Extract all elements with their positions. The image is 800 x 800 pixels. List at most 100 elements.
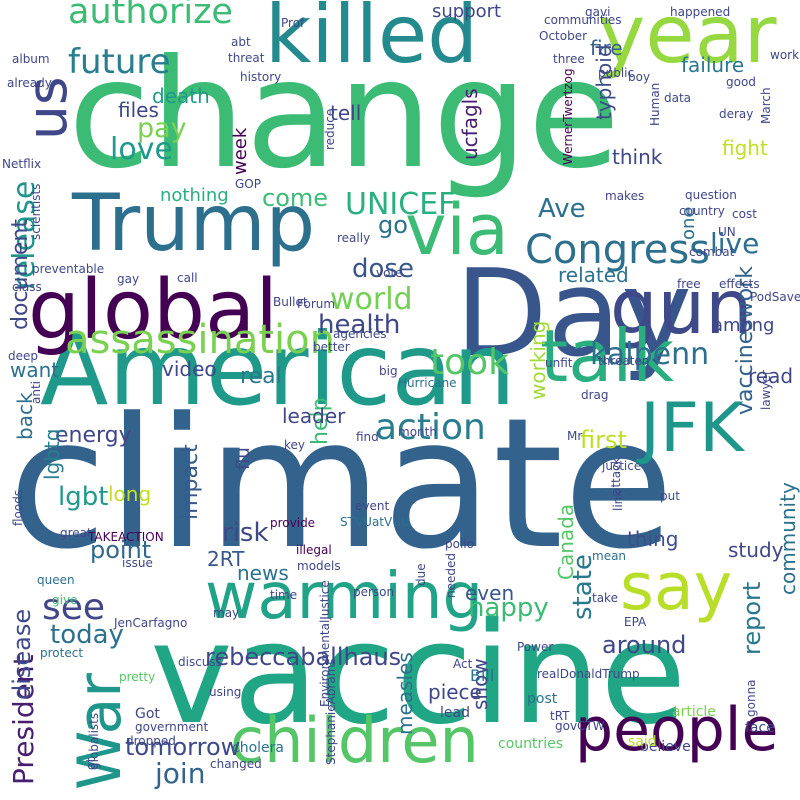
word-deep: deep xyxy=(8,349,38,363)
word-around: around xyxy=(602,631,687,659)
word-time: time xyxy=(270,588,298,602)
word-risk: risk xyxy=(222,518,269,548)
word-agencies: agencies xyxy=(333,327,387,341)
word-cholera: cholera xyxy=(232,740,284,756)
word-pretty: pretty xyxy=(119,670,156,684)
word-globalists: globalists xyxy=(87,712,101,770)
word-week: week xyxy=(230,127,251,175)
word-boy: boy xyxy=(628,70,651,84)
word-good: good xyxy=(726,75,756,89)
word-lgbtq: lgbtq xyxy=(40,428,64,480)
word-related: related xyxy=(558,263,629,287)
word-prof: Prof xyxy=(281,16,305,30)
word-better: better xyxy=(313,340,350,354)
word-2rt: 2RT xyxy=(207,547,245,571)
word-forum: Forum xyxy=(297,297,336,311)
word-question: question xyxy=(685,188,737,202)
word-talk: talk xyxy=(540,314,675,398)
word-future: future xyxy=(68,42,171,82)
word-action: action xyxy=(375,407,486,448)
word-effects: effects xyxy=(719,277,760,291)
word-warming: warming xyxy=(205,560,484,634)
word-think: think xyxy=(612,145,663,169)
word-threat: threat xyxy=(228,51,265,65)
word-via: via xyxy=(405,189,509,271)
word-assassination: assassination xyxy=(65,317,335,363)
word-due: due xyxy=(414,563,428,586)
word-polio: polio xyxy=(445,537,474,551)
word-first: first xyxy=(580,426,627,454)
word-vaccine: vaccine xyxy=(150,593,687,756)
word-needed: needed xyxy=(444,553,458,598)
word-makes: makes xyxy=(605,189,645,203)
word-killed: killed xyxy=(265,0,479,81)
word-news: news xyxy=(237,561,289,585)
word-free: free xyxy=(677,277,701,291)
word-go: go xyxy=(378,211,408,239)
word-big: big xyxy=(379,364,398,378)
word-rebeccaballhaus: rebeccaballhaus xyxy=(205,643,402,671)
word-leader: leader xyxy=(282,404,346,428)
word-lgbt: lgbt xyxy=(58,482,109,512)
word-reduce: reduce xyxy=(323,108,337,150)
word-join: join xyxy=(155,757,206,790)
word-combat: combat xyxy=(689,245,735,259)
word-climate: climate xyxy=(8,380,674,589)
word-public: public xyxy=(598,66,635,80)
word-today: today xyxy=(50,620,124,650)
word-history: history xyxy=(240,70,282,84)
word-energy: energy xyxy=(55,423,132,448)
word-gop: GOP xyxy=(235,177,261,191)
word-provide: provide xyxy=(270,516,316,530)
word-album: album xyxy=(12,52,50,66)
word-podsavetheppl: PodSaveThePpl xyxy=(750,290,800,304)
word-pay: pay xyxy=(137,113,187,144)
word-trt: tRT xyxy=(550,709,570,723)
word-death: death xyxy=(152,84,210,108)
word-video: video xyxy=(162,357,217,381)
word-month: month xyxy=(398,425,437,439)
word-floods: floods xyxy=(11,489,25,526)
word-disease: disease xyxy=(8,608,36,700)
word-deray: deray xyxy=(719,107,754,121)
word-said: said xyxy=(628,734,657,750)
word-may: may xyxy=(213,606,240,620)
word-fight: fight xyxy=(722,136,768,160)
word-person: person xyxy=(353,585,395,599)
word-mean: mean xyxy=(592,549,627,563)
word-lead: lead xyxy=(440,705,470,721)
word-people: people xyxy=(575,695,779,765)
word-failure: failure xyxy=(681,53,745,77)
word-tell: tell xyxy=(330,101,362,125)
word-illegal: illegal xyxy=(296,543,332,557)
word-un: UN xyxy=(718,225,736,239)
word-gavi: gavi xyxy=(585,5,611,19)
word-communities: communities xyxy=(544,13,622,27)
word-among: among xyxy=(712,315,775,336)
word-gay: gay xyxy=(117,272,140,286)
word-country: country xyxy=(679,204,725,218)
word-human: Human xyxy=(648,82,662,126)
word-measles: measles xyxy=(393,652,417,735)
word-say: say xyxy=(620,550,733,625)
word-long: long xyxy=(108,482,152,506)
word-impact: impact xyxy=(178,444,203,520)
word-take: take xyxy=(592,591,618,605)
word-realdonaldtrump: realDonaldTrump xyxy=(537,667,640,681)
word-gun: gun xyxy=(610,263,753,351)
word-discuss: discuss xyxy=(178,655,222,669)
word-really: really xyxy=(337,231,371,245)
word-piece: piece xyxy=(428,680,482,704)
word-unicef: UNICEF xyxy=(345,187,456,222)
word-drag: drag xyxy=(581,388,609,402)
word-abt: abt xyxy=(231,35,251,49)
word-already: already xyxy=(7,76,52,90)
word-using: using xyxy=(209,685,242,699)
word-tomorrow: tomorrow xyxy=(125,733,241,761)
word-countries: countries xyxy=(498,736,564,752)
word-see: see xyxy=(42,587,106,628)
word-trump: Trump xyxy=(72,179,316,269)
word-cost: cost xyxy=(732,207,757,221)
word-lawyer: lawyer xyxy=(759,370,773,410)
